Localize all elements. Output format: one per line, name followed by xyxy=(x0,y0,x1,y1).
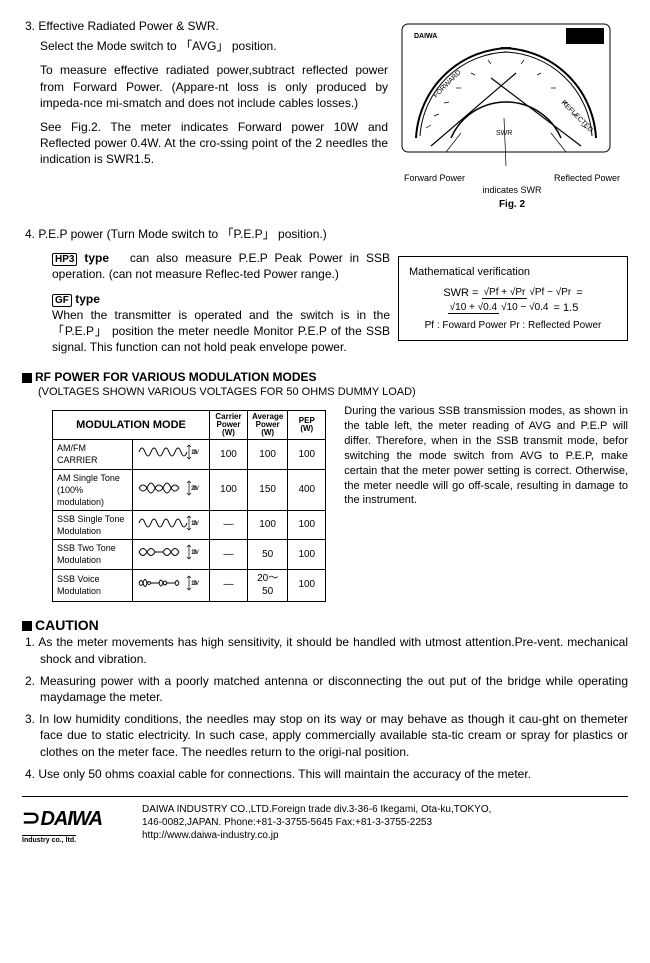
footer-line1: DAIWA INDUSTRY CO.,LTD.Foreign trade div… xyxy=(142,803,628,816)
math-result: = 1.5 xyxy=(554,302,579,314)
wave-cell: 100V xyxy=(133,540,210,569)
math-verification-box: Mathematical verification SWR = √Pf + √P… xyxy=(398,256,628,341)
svg-text:100V: 100V xyxy=(191,521,199,527)
table-row: SSB Voice Modulation 100V —20～50100 xyxy=(53,569,326,601)
sec3-p1: Select the Mode switch to 「AVG」 position… xyxy=(22,38,388,54)
rf-sub: (VOLTAGES SHOWN VARIOUS VOLTAGES FOR 50 … xyxy=(38,385,628,400)
table-row: AM Single Tone (100% modulation) 200V 1001… xyxy=(53,469,326,510)
math-title: Mathematical verification xyxy=(409,265,617,280)
sec3-p2: To measure effective radiated power,subt… xyxy=(22,62,388,111)
sec3-title: Effective Radiated Power & SWR. xyxy=(38,19,219,33)
table-row: AM/FM CARRIER100V100100100 xyxy=(53,440,326,469)
sec4-num: 4. xyxy=(25,227,35,241)
svg-text:100V: 100V xyxy=(191,450,199,456)
logo-sub: Industry co., ltd. xyxy=(22,835,76,845)
caution-bullet-icon xyxy=(22,621,32,631)
meter-swr-label: indicates SWR xyxy=(396,184,628,196)
gf-text: When the transmitter is operated and the… xyxy=(22,307,390,356)
caution-item: 1. As the meter movements has high sensi… xyxy=(22,634,628,666)
wave-cell: 100V xyxy=(133,440,210,469)
math-d2: √10 − √0.4 xyxy=(499,302,550,313)
carrier-cell: — xyxy=(210,511,248,540)
pep-cell: 400 xyxy=(288,469,326,510)
hp3-icon: HP3 xyxy=(52,253,77,266)
avg-cell: 20～50 xyxy=(248,569,288,601)
gf-icon: GF xyxy=(52,294,72,307)
sec3-num: 3. xyxy=(25,19,35,33)
svg-text:DAIWA: DAIWA xyxy=(414,33,437,40)
math-n2: √10 + √0.4 xyxy=(448,302,499,314)
rf-bullet-icon xyxy=(22,373,32,383)
avg-cell: 100 xyxy=(248,511,288,540)
fig2-caption: Fig. 2 xyxy=(396,198,628,212)
svg-text:100V: 100V xyxy=(191,581,199,587)
rf-text: During the various SSB transmission mode… xyxy=(344,404,628,508)
avg-cell: 150 xyxy=(248,469,288,510)
daiwa-logo: ⊃DAIWA Industry co., ltd. xyxy=(22,803,142,847)
mode-cell: AM Single Tone (100% modulation) xyxy=(53,469,133,510)
rf-heading: RF POWER FOR VARIOUS MODULATION MODES xyxy=(35,370,317,384)
pep-cell: 100 xyxy=(288,540,326,569)
th-carrier: Carrier Power (W) xyxy=(210,411,248,440)
carrier-cell: 100 xyxy=(210,469,248,510)
svg-text:100V: 100V xyxy=(191,550,199,556)
avg-cell: 50 xyxy=(248,540,288,569)
math-d1: √Pf − √Pr xyxy=(527,287,573,298)
caution-item: 4. Use only 50 ohms coaxial cable for co… xyxy=(22,766,628,782)
svg-text:SWR: SWR xyxy=(496,130,512,137)
carrier-cell: 100 xyxy=(210,440,248,469)
mode-cell: SSB Single Tone Modulation xyxy=(53,511,133,540)
carrier-cell: — xyxy=(210,540,248,569)
math-n1: √Pf + √Pr xyxy=(482,287,528,299)
table-row: SSB Single Tone Modulation100V—100100 xyxy=(53,511,326,540)
caution-item: 2. Measuring power with a poorly matched… xyxy=(22,673,628,705)
carrier-cell: — xyxy=(210,569,248,601)
caution-item: 3. In low humidity conditions, the needl… xyxy=(22,711,628,760)
logo-text: DAIWA xyxy=(40,808,102,830)
pep-cell: 100 xyxy=(288,511,326,540)
math-legend: Pf : Foward Power Pr : Reflected Power xyxy=(409,319,617,333)
mode-cell: AM/FM CARRIER xyxy=(53,440,133,469)
caution-heading: CAUTION xyxy=(35,617,99,633)
th-mode: MODULATION MODE xyxy=(53,411,210,440)
th-avg: Average Power (W) xyxy=(248,411,288,440)
mode-cell: SSB Voice Modulation xyxy=(53,569,133,601)
avg-cell: 100 xyxy=(248,440,288,469)
modulation-table: MODULATION MODE Carrier Power (W) Averag… xyxy=(52,410,326,601)
wave-cell: 200V xyxy=(133,469,210,510)
mode-cell: SSB Two Tone Modulation xyxy=(53,540,133,569)
math-swr: SWR = xyxy=(443,287,478,299)
hp3-type: type xyxy=(84,251,109,265)
pep-cell: 100 xyxy=(288,440,326,469)
sec3-p3: See Fig.2. The meter indicates Forward p… xyxy=(22,119,388,168)
meter-fwd-label: Forward Power xyxy=(404,172,465,184)
gf-type: type xyxy=(75,292,100,306)
footer-divider xyxy=(22,796,628,797)
footer-line3: http://www.daiwa-industry.co.jp xyxy=(142,829,628,842)
meter-ref-label: Reflected Power xyxy=(554,172,620,184)
sec4-title: P.E.P power (Turn Mode switch to 「P.E.P」… xyxy=(38,227,326,241)
wave-cell: 100V xyxy=(133,569,210,601)
th-pep: PEP (W) xyxy=(288,411,326,440)
footer-line2: 146-0082,JAPAN. Phone:+81-3-3755-5645 Fa… xyxy=(142,816,628,829)
table-row: SSB Two Tone Modulation 100V —50100 xyxy=(53,540,326,569)
wave-cell: 100V xyxy=(133,511,210,540)
svg-text:200V: 200V xyxy=(191,486,199,492)
pep-cell: 100 xyxy=(288,569,326,601)
meter-diagram: DAIWA FORWARD REFLECTED SWR xyxy=(396,18,616,168)
